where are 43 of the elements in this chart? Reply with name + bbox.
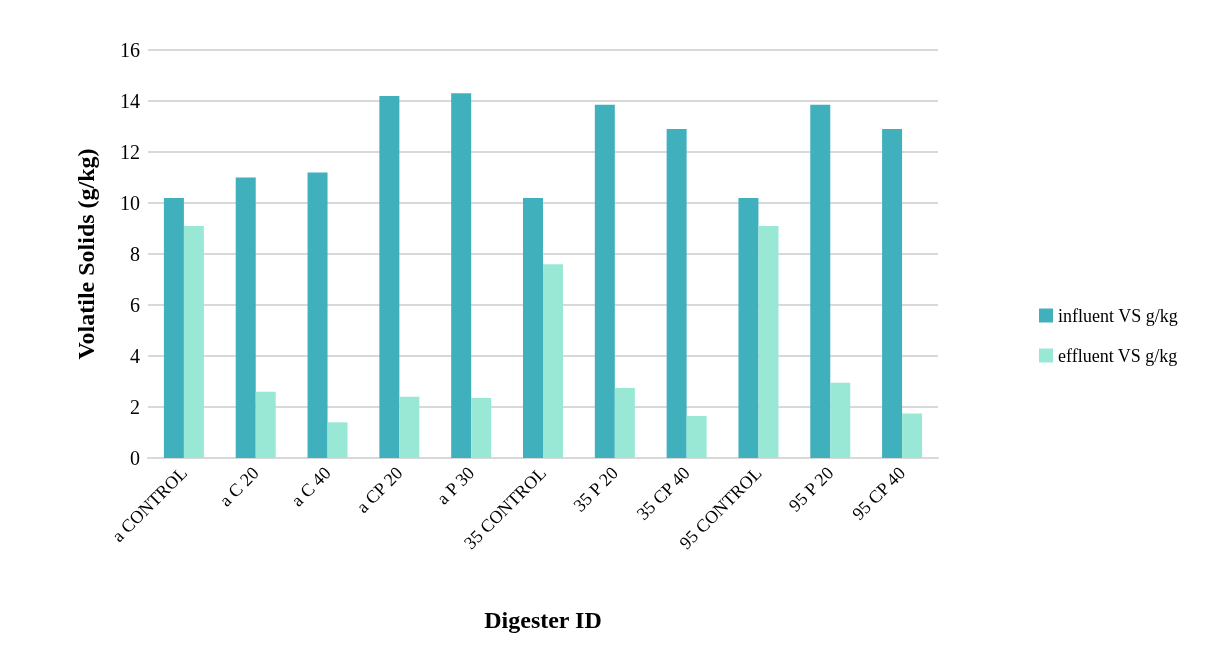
y-tick-label: 10	[120, 192, 140, 214]
bar	[758, 225, 779, 458]
y-tick-label: 6	[130, 294, 140, 316]
x-tick-label: a C 20	[215, 462, 263, 511]
y-tick-label: 16	[120, 39, 140, 61]
x-axis-title: Digester ID	[484, 607, 602, 633]
legend-label: effluent VS g/kg	[1058, 345, 1178, 366]
y-tick-label: 12	[120, 141, 140, 163]
bar	[614, 387, 635, 458]
bar	[183, 225, 204, 458]
x-tick-label: 95 P 20	[784, 462, 838, 516]
x-tick-label: 35 CP 40	[632, 462, 694, 524]
bar	[379, 95, 400, 458]
x-tick-label: a C 40	[287, 462, 335, 511]
bar	[882, 129, 903, 458]
y-tick-label: 0	[130, 447, 140, 469]
legend-label: influent VS g/kg	[1058, 305, 1178, 326]
bar	[451, 93, 472, 458]
bar	[902, 413, 923, 458]
bar	[666, 129, 687, 458]
bar	[255, 391, 276, 458]
bar	[523, 197, 543, 458]
y-axis-title: Volatile Solids (g/kg)	[73, 148, 99, 360]
y-tick-label: 8	[130, 243, 140, 265]
x-tick-label: 95 CP 40	[848, 462, 910, 524]
x-tick-label: a P 30	[432, 462, 479, 509]
bar	[163, 197, 184, 458]
x-tick-label: a CP 20	[352, 462, 407, 517]
y-tick-label: 2	[130, 396, 140, 418]
bar	[399, 396, 420, 458]
bar	[594, 104, 615, 458]
bar	[307, 172, 328, 458]
bar	[738, 197, 759, 458]
x-tick-label: 35 P 20	[569, 462, 622, 516]
bar	[543, 264, 563, 458]
bar	[686, 415, 707, 458]
bar	[235, 177, 256, 458]
y-tick-label: 14	[120, 90, 140, 112]
y-tick-label: 4	[130, 345, 140, 367]
bar	[471, 398, 492, 458]
bar	[830, 382, 851, 458]
bar	[327, 422, 348, 458]
bar	[810, 104, 831, 458]
